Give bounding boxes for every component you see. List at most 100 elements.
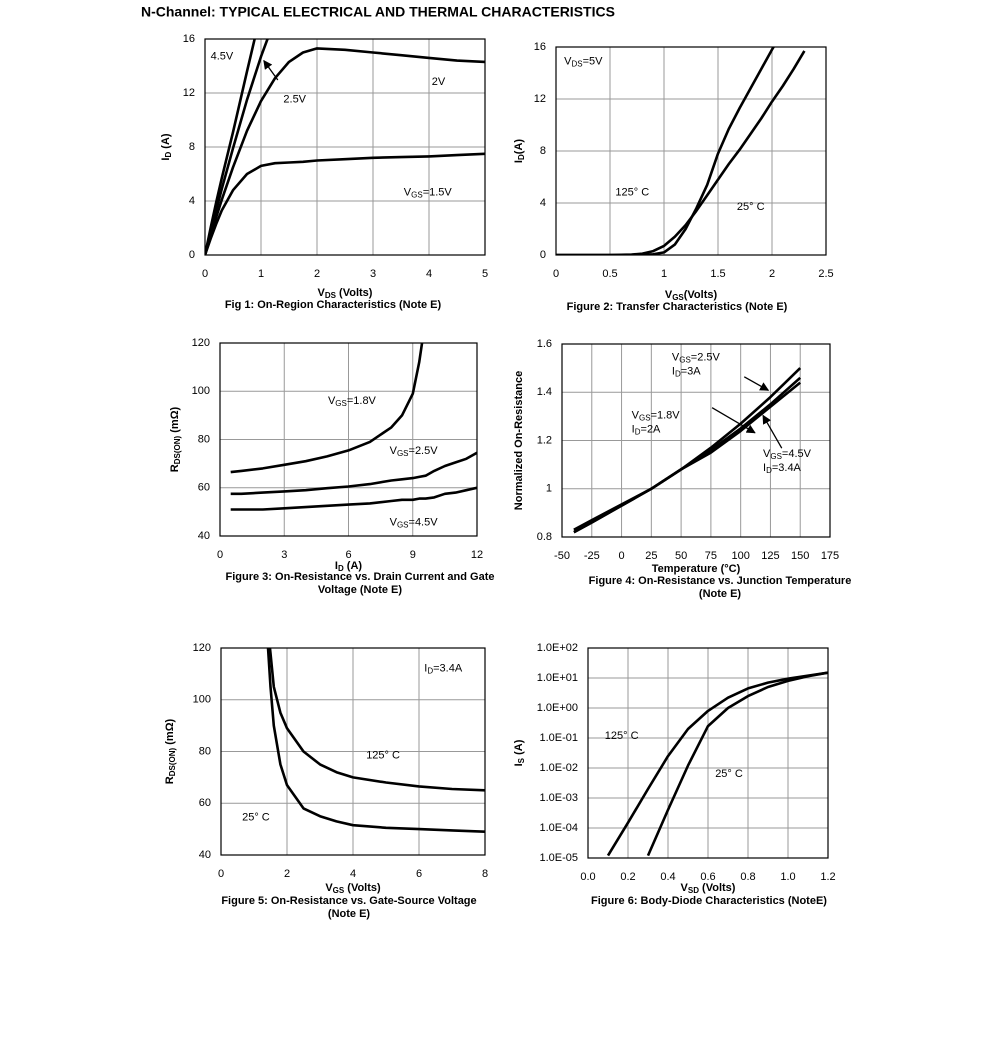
x-tick-label: 150 <box>791 550 809 562</box>
y-tick-label: 100 <box>192 385 210 397</box>
y-tick-label: 12 <box>534 93 546 105</box>
y-axis-label: RDS(ON) (mΩ) <box>169 406 182 472</box>
y-tick-label: 120 <box>193 642 211 654</box>
x-tick-label: 2 <box>769 268 775 280</box>
x-tick-label: 1.2 <box>820 871 835 883</box>
y-tick-label: 1.6 <box>537 338 552 350</box>
annotation: 125° C <box>366 750 400 762</box>
y-tick-label: 40 <box>199 849 211 861</box>
figure-caption: Figure 5: On-Resistance vs. Gate-Source … <box>221 895 476 907</box>
plot-frame <box>561 343 831 538</box>
x-tick-label: 0.6 <box>700 871 715 883</box>
y-tick-label: 1 <box>546 483 552 495</box>
page-title: N-Channel: TYPICAL ELECTRICAL AND THERMA… <box>141 4 615 20</box>
y-axis-label: RDS(ON) (mΩ) <box>164 718 177 784</box>
chart: 40 60 80 100 120 0 3 6 9 12 VGS=1.8V VGS=2.5V VGS=4.… <box>169 337 495 596</box>
annotation: 125° C <box>615 187 649 199</box>
x-tick-label: 3 <box>370 268 376 280</box>
y-tick-label: 12 <box>183 87 195 99</box>
x-tick-label: 100 <box>731 550 749 562</box>
annotation: VDS=5V <box>564 55 603 68</box>
y-tick-label: 120 <box>192 337 210 349</box>
plot-frame <box>204 38 486 256</box>
data-line <box>606 671 828 857</box>
y-tick-label: 80 <box>199 745 211 757</box>
data-line <box>205 47 485 255</box>
figure-caption: Fig 1: On-Region Characteristics (Note E… <box>225 299 442 311</box>
chart: 40 60 80 100 120 0 2 4 6 8 ID=3.4A 125° C 25° C VGS (… <box>164 642 488 920</box>
x-axis-label: Temperature (°C) <box>652 563 741 575</box>
y-tick-label: 1.2 <box>537 434 552 446</box>
x-tick-label: 4 <box>350 868 356 880</box>
y-tick-label: 1.0E+00 <box>537 702 578 714</box>
x-tick-label: -25 <box>584 550 600 562</box>
annotation: 4.5V <box>211 50 234 62</box>
y-tick-label: 40 <box>198 530 210 542</box>
annotation: VGS=2.5V <box>390 445 439 458</box>
y-tick-label: 80 <box>198 433 210 445</box>
x-axis-label: VGS(Volts) <box>665 289 718 302</box>
data-line <box>573 381 802 531</box>
y-tick-label: 8 <box>189 141 195 153</box>
annotation: ID=2A <box>632 423 661 436</box>
y-tick-label: 16 <box>534 41 546 53</box>
y-tick-label: 1.0E-04 <box>539 822 578 834</box>
y-tick-label: 4 <box>540 197 546 209</box>
plot-frame <box>220 647 486 856</box>
x-axis-label: ID (A) <box>335 560 363 573</box>
x-tick-label: 1 <box>258 268 264 280</box>
x-tick-label: 0 <box>217 549 223 561</box>
x-tick-label: 4 <box>426 268 432 280</box>
data-line <box>230 451 477 496</box>
y-tick-label: 1.0E-02 <box>539 762 578 774</box>
data-line <box>646 671 828 857</box>
annotation: VGS=2.5V <box>672 351 721 364</box>
annotation: 2.5V <box>283 93 306 105</box>
annotation: VGS=1.8V <box>328 395 377 408</box>
plot-frame <box>555 46 827 256</box>
figure-caption: Voltage (Note E) <box>318 584 402 596</box>
annotation: VGS=4.5V <box>763 448 812 461</box>
x-tick-label: 0.8 <box>740 871 755 883</box>
y-axis-label: Normalized On-Resistance <box>513 371 525 510</box>
x-tick-label: 6 <box>416 868 422 880</box>
y-tick-label: 100 <box>193 694 211 706</box>
y-axis-label: IS (A) <box>513 739 526 766</box>
x-tick-label: 1.0 <box>780 871 795 883</box>
y-tick-label: 1.4 <box>537 386 552 398</box>
figure-caption: Figure 4: On-Resistance vs. Junction Tem… <box>589 575 852 587</box>
chart: 1.0E-05 1.0E-04 1.0E-03 1.0E-02 1.0E-01 1.0E+… <box>513 642 836 907</box>
data-line <box>230 486 477 511</box>
y-tick-label: 8 <box>540 145 546 157</box>
y-tick-label: 0 <box>189 249 195 261</box>
x-tick-label: 0 <box>218 868 224 880</box>
annotation: 2V <box>432 76 446 88</box>
y-tick-label: 1.0E-01 <box>539 732 578 744</box>
plot-frame <box>587 647 829 859</box>
annotation: ID=3.4A <box>424 663 463 676</box>
x-tick-label: 9 <box>410 549 416 561</box>
x-tick-label: 2 <box>314 268 320 280</box>
figure-caption: (Note E) <box>699 588 742 600</box>
x-tick-label: 75 <box>705 550 717 562</box>
y-tick-label: 1.0E-05 <box>539 852 578 864</box>
y-tick-label: 0.8 <box>537 531 552 543</box>
x-axis-label: VGS (Volts) <box>325 882 381 895</box>
data-line <box>556 47 776 255</box>
y-tick-label: 1.0E+01 <box>537 672 578 684</box>
annotation: 125° C <box>605 730 639 742</box>
x-tick-label: 5 <box>482 268 488 280</box>
figure-caption: (Note E) <box>328 908 371 920</box>
arrow <box>263 59 279 81</box>
data-line <box>205 152 485 255</box>
figure-caption: Figure 2: Transfer Characteristics (Note… <box>567 301 788 313</box>
x-tick-label: 12 <box>471 549 483 561</box>
x-tick-label: 125 <box>761 550 779 562</box>
y-tick-label: 1.0E-03 <box>539 792 578 804</box>
y-tick-label: 0 <box>540 249 546 261</box>
annotation: 25° C <box>242 812 270 824</box>
x-tick-label: 1.5 <box>710 268 725 280</box>
x-tick-label: 2 <box>284 868 290 880</box>
annotation: ID=3.4A <box>763 462 802 475</box>
annotation: VGS=4.5V <box>390 516 439 529</box>
